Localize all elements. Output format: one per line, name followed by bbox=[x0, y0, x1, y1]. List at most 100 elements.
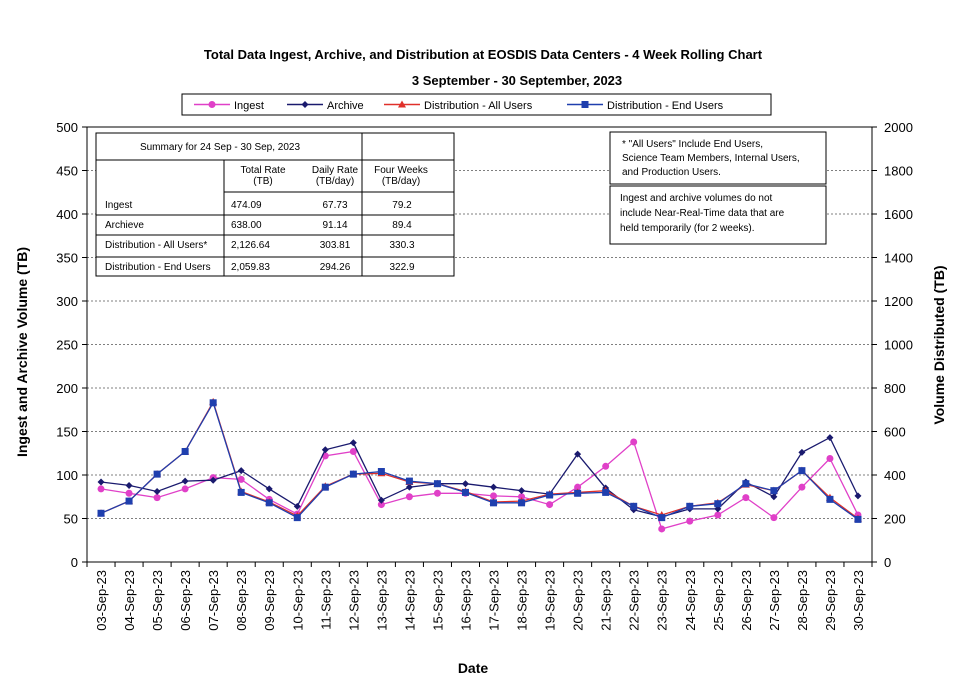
y-axis-left-title: Ingest and Archive Volume (TB) bbox=[14, 247, 30, 457]
y-tick-label-left: 100 bbox=[56, 468, 78, 483]
chart-subtitle: 3 September - 30 September, 2023 bbox=[412, 73, 622, 88]
summary-title: Summary for 24 Sep - 30 Sep, 2023 bbox=[140, 142, 301, 153]
x-tick-label: 28-Sep-23 bbox=[795, 570, 810, 631]
data-point bbox=[405, 483, 413, 491]
series-distribution-end-users bbox=[97, 399, 862, 523]
data-point bbox=[574, 450, 582, 458]
x-tick-label: 21-Sep-23 bbox=[599, 570, 614, 631]
data-point bbox=[714, 511, 722, 519]
x-tick-label: 03-Sep-23 bbox=[94, 570, 109, 631]
legend-label: Distribution - End Users bbox=[607, 100, 724, 112]
y-tick-label-left: 250 bbox=[56, 338, 78, 353]
summary-cell: 2,059.83 bbox=[231, 262, 270, 273]
data-point bbox=[237, 488, 245, 496]
x-tick-label: 23-Sep-23 bbox=[655, 570, 670, 631]
data-point bbox=[742, 480, 750, 488]
x-tick-label: 20-Sep-23 bbox=[571, 570, 586, 631]
data-point bbox=[630, 502, 638, 510]
x-axis-title: Date bbox=[458, 660, 489, 676]
summary-cell: 474.09 bbox=[231, 200, 262, 211]
y-tick-label-left: 200 bbox=[56, 381, 78, 396]
data-point bbox=[461, 480, 469, 488]
summary-cell: 2,126.64 bbox=[231, 240, 270, 251]
x-tick-label: 30-Sep-23 bbox=[851, 570, 866, 631]
data-point bbox=[826, 434, 834, 442]
x-tick-label: 04-Sep-23 bbox=[122, 570, 137, 631]
data-point bbox=[349, 439, 357, 447]
x-tick-label: 14-Sep-23 bbox=[402, 570, 417, 631]
data-point bbox=[377, 468, 385, 476]
y-tick-label-left: 400 bbox=[56, 207, 78, 222]
summary-table: Summary for 24 Sep - 30 Sep, 2023 Total R… bbox=[95, 132, 455, 277]
data-point bbox=[574, 483, 582, 491]
data-point bbox=[433, 480, 441, 488]
x-tick-label: 08-Sep-23 bbox=[234, 570, 249, 631]
data-point bbox=[153, 488, 161, 496]
y-tick-label-left: 450 bbox=[56, 164, 78, 179]
legend-marker bbox=[301, 101, 309, 108]
data-point bbox=[209, 476, 217, 484]
summary-cell: 91.14 bbox=[322, 220, 347, 231]
note-box bbox=[609, 131, 827, 185]
data-point bbox=[293, 502, 301, 510]
x-tick-label: 11-Sep-23 bbox=[318, 570, 333, 630]
legend-label: Archive bbox=[327, 100, 364, 112]
data-point bbox=[265, 485, 273, 493]
summary-cell: 294.26 bbox=[320, 262, 351, 273]
data-point bbox=[153, 494, 161, 502]
series-distribution-all-users bbox=[97, 397, 862, 522]
data-point bbox=[546, 501, 554, 509]
x-axis: 03-Sep-23 04-Sep-23 05-Sep-23 06-Sep-23 07-S… bbox=[86, 562, 873, 631]
data-point bbox=[826, 454, 834, 462]
y-tick-label-right: 1600 bbox=[884, 207, 913, 222]
summary-cell: 330.3 bbox=[389, 240, 414, 251]
y-tick-label-left: 350 bbox=[56, 251, 78, 266]
x-tick-label: 29-Sep-23 bbox=[823, 570, 838, 631]
data-point bbox=[181, 448, 189, 456]
note-line: include Near-Real-Time data that are bbox=[620, 208, 785, 219]
data-point bbox=[97, 485, 105, 493]
data-point bbox=[125, 489, 133, 497]
summary-row-label: Ingest bbox=[105, 200, 132, 211]
x-tick-label: 26-Sep-23 bbox=[739, 570, 754, 631]
summary-row-label: Archieve bbox=[105, 220, 144, 231]
data-point bbox=[686, 502, 694, 510]
summary-row-label: Distribution - End Users bbox=[105, 262, 211, 273]
data-point bbox=[546, 491, 554, 499]
y-tick-label-right: 2000 bbox=[884, 120, 913, 135]
y-tick-label-right: 1400 bbox=[884, 251, 913, 266]
y-axis-right-title: Volume Distributed (TB) bbox=[931, 265, 947, 424]
right-axis: 0 200 400 600 800 1000 1200 1400 1600 1800 2000 bbox=[872, 120, 913, 570]
data-point bbox=[490, 492, 498, 500]
data-point bbox=[658, 525, 666, 533]
data-point bbox=[349, 470, 357, 478]
data-point bbox=[405, 493, 413, 501]
data-point bbox=[237, 467, 245, 475]
summary-header: (TB/day) bbox=[316, 176, 354, 187]
data-point bbox=[574, 489, 582, 497]
data-point bbox=[770, 514, 778, 522]
x-tick-label: 24-Sep-23 bbox=[683, 570, 698, 631]
y-tick-label-right: 1800 bbox=[884, 164, 913, 179]
summary-header: Total Rate bbox=[240, 165, 285, 176]
summary-header: (TB) bbox=[253, 176, 272, 187]
data-point bbox=[798, 483, 806, 491]
notes: * "All Users" Include End Users, Science … bbox=[609, 131, 827, 245]
data-point bbox=[798, 467, 806, 475]
data-point bbox=[490, 499, 498, 507]
data-point bbox=[321, 483, 329, 491]
legend-label: Ingest bbox=[234, 100, 264, 112]
data-point bbox=[349, 448, 357, 456]
data-point bbox=[433, 489, 441, 497]
x-tick-label: 25-Sep-23 bbox=[711, 570, 726, 631]
note-line: * "All Users" Include End Users, bbox=[622, 139, 763, 150]
data-point bbox=[854, 515, 862, 523]
data-point bbox=[293, 514, 301, 522]
legend-marker bbox=[581, 101, 589, 108]
data-point bbox=[826, 495, 834, 503]
x-tick-label: 05-Sep-23 bbox=[150, 570, 165, 631]
series-line bbox=[100, 440, 859, 530]
summary-cell: 322.9 bbox=[389, 262, 414, 273]
note-line: Science Team Members, Internal Users, bbox=[622, 153, 800, 164]
